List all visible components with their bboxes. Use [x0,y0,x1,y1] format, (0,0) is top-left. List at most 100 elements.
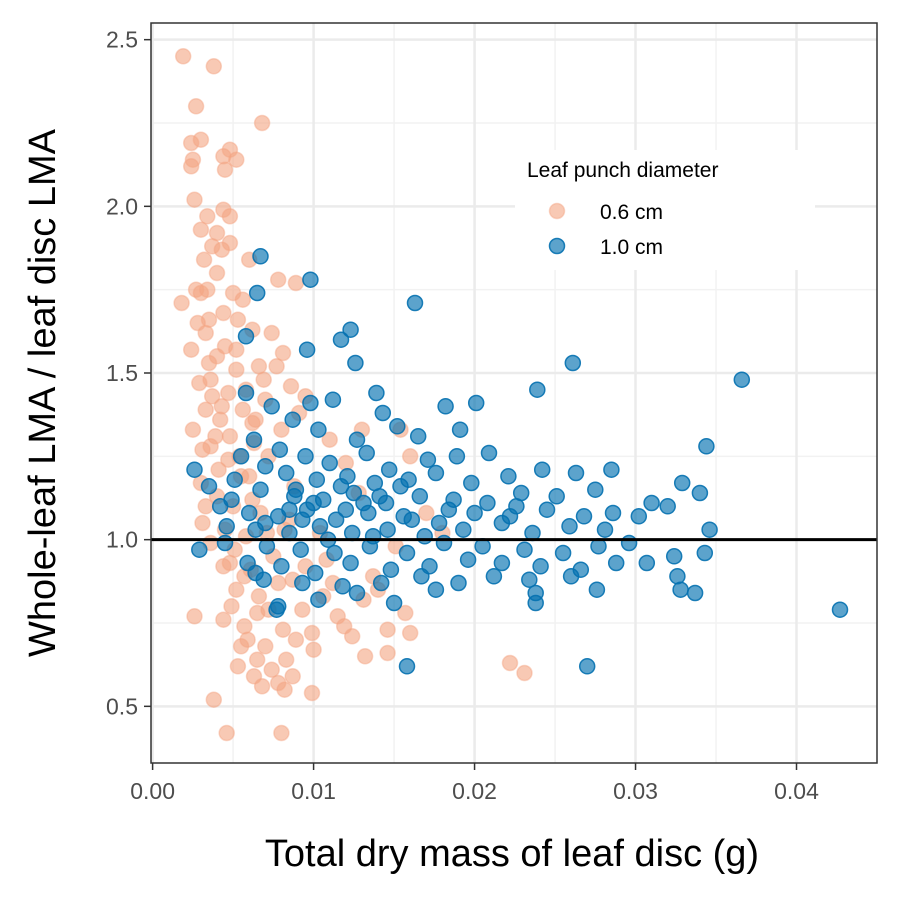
data-point [334,578,351,595]
data-point [274,344,292,362]
data-point [691,484,709,502]
data-point [228,341,245,358]
data-point [187,98,205,115]
data-point [194,441,211,458]
data-point [529,381,546,398]
data-point [701,521,718,538]
data-point [273,724,290,742]
data-point [348,431,366,448]
data-point [437,398,454,415]
data-point [213,241,231,258]
axes: 0.00 0.01 0.02 0.03 0.04 0.5 1.0 1.5 2.0 2.5 [106,27,819,804]
data-point [192,221,210,238]
y-axis-title: Whole-leaf LMA / leaf disc LMA [22,128,64,657]
data-point [358,444,375,462]
data-point [263,661,280,678]
data-point [379,644,396,662]
data-point [303,684,321,702]
data-point [191,374,208,392]
data-point [308,471,326,488]
data-point [210,461,227,478]
data-point [673,474,691,492]
data-point [485,568,503,585]
data-point [459,551,477,568]
data-point [500,468,517,485]
data-point [493,554,511,572]
data-point [232,448,250,465]
data-point [221,208,239,225]
x-tick-label: 0.02 [452,778,497,804]
data-point [284,668,301,685]
data-point [186,191,203,208]
data-point [392,478,409,495]
data-point [398,544,416,562]
data-point [248,604,266,622]
legend-title: Leaf punch diameter [527,159,718,182]
data-point [659,498,676,515]
data-point [321,431,338,448]
data-point [174,48,192,65]
data-point [398,658,416,675]
data-point [342,321,359,338]
data-point [603,461,620,478]
data-point [216,534,234,552]
data-point [413,568,430,585]
data-point [548,488,565,505]
data-point [380,461,398,478]
y-tick-label: 1.5 [106,360,138,386]
data-point [274,621,292,638]
data-point [409,428,427,445]
data-point [297,448,314,465]
data-point [223,598,240,615]
data-point [186,461,203,478]
y-tick-label: 2.5 [106,27,138,53]
data-point [294,574,311,592]
data-point [192,131,210,148]
data-point [215,148,232,165]
data-point [277,651,295,668]
data-point [430,514,448,532]
data-point [356,648,374,665]
data-point [479,494,496,512]
data-point [237,328,255,345]
data-point [672,581,689,598]
data-point [347,354,364,372]
data-point [203,388,221,405]
data-point [345,484,363,502]
data-point [533,461,551,478]
data-point [440,501,458,518]
data-point [372,574,390,592]
data-point [532,558,549,575]
legend-label-0.6cm: 0.6 cm [600,201,663,224]
data-point [205,58,223,75]
data-point [305,494,322,512]
data-point [229,311,247,328]
data-point [200,478,218,495]
data-point [448,448,466,465]
data-point [455,521,472,538]
data-point [696,544,714,562]
data-point [199,208,216,225]
data-point [467,394,485,412]
data-point [284,411,301,428]
data-point [427,581,445,598]
data-point [630,508,648,525]
data-point [294,511,311,528]
data-point [564,354,582,372]
data-point [191,541,208,558]
data-point [276,681,293,698]
data-point [567,464,585,482]
data-point [466,504,483,522]
data-point [216,161,234,178]
data-point [248,651,266,668]
data-point [401,448,419,465]
plot-border [150,22,878,764]
data-point [411,488,429,505]
data-point [382,561,400,578]
data-point [200,354,218,372]
data-point [364,528,382,545]
data-point [252,481,269,498]
y-tick-label: 0.5 [106,693,138,719]
data-point [215,611,232,628]
data-point [215,304,232,322]
